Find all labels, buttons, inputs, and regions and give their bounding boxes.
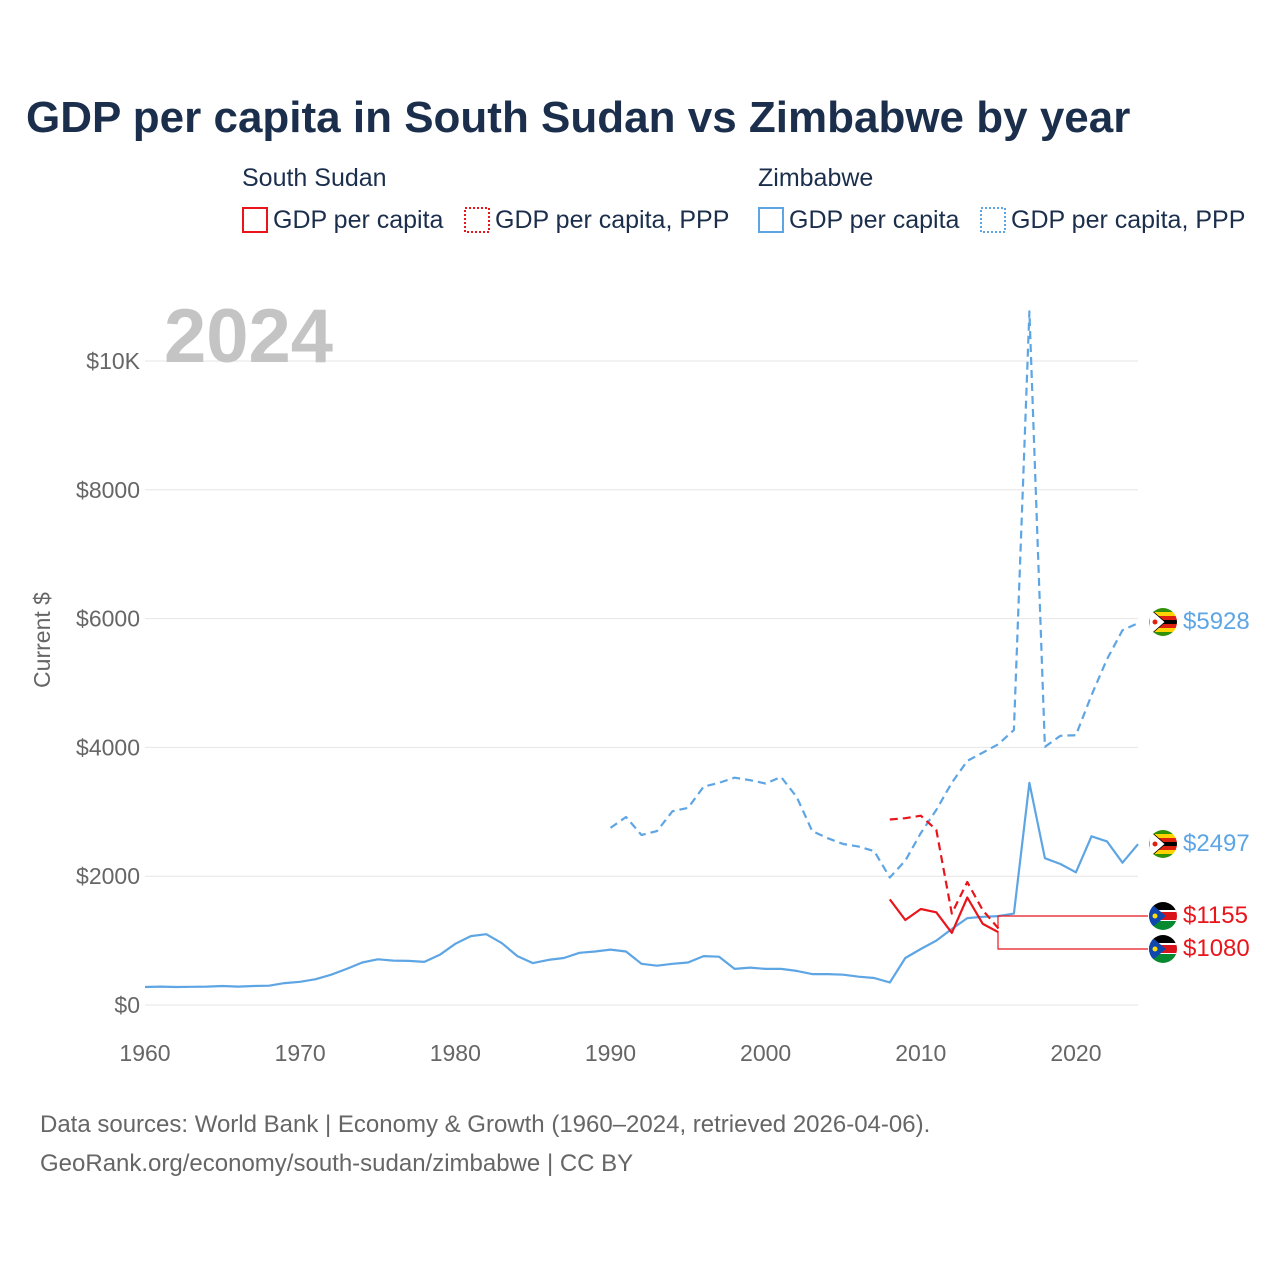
x-tick-label: 2000 — [740, 1040, 791, 1066]
y-axis: $0 $2000 $4000 $6000 $8000 $10K — [76, 348, 141, 1018]
zimbabwe-flag-icon — [1149, 830, 1177, 858]
end-value-label: $5928 — [1183, 608, 1250, 635]
legend-item-zimbabwe-gdp[interactable]: GDP per capita — [789, 206, 960, 234]
y-tick-label: $8000 — [76, 477, 140, 503]
y-tick-label: $0 — [114, 992, 140, 1018]
label-connector — [997, 931, 1148, 950]
south-sudan-flag-icon — [1149, 902, 1177, 930]
chart-title: GDP per capita in South Sudan vs Zimbabw… — [26, 93, 1130, 142]
source-line-2[interactable]: GeoRank.org/economy/south-sudan/zimbabwe… — [40, 1150, 633, 1177]
end-value-label: $1155 — [1183, 902, 1248, 929]
series-line-0[interactable] — [144, 781, 1139, 989]
series-layer — [144, 310, 1139, 989]
south-sudan-flag-icon — [1149, 935, 1177, 963]
x-tick-label: 2020 — [1050, 1040, 1101, 1066]
x-tick-label: 2010 — [895, 1040, 946, 1066]
y-tick-label: $4000 — [76, 734, 140, 760]
zimbabwe-flag-icon — [1149, 608, 1177, 636]
end-label-ss-gdp: $1080 — [1149, 935, 1250, 963]
x-axis: 1960 1970 1980 1990 2000 2010 2020 — [119, 1040, 1101, 1066]
legend-item-south-sudan-gdp[interactable]: GDP per capita — [273, 206, 444, 234]
legend-swatch-zimbabwe-gdp[interactable] — [758, 207, 784, 233]
series-line-2[interactable] — [888, 896, 999, 935]
x-tick-label: 1970 — [275, 1040, 326, 1066]
label-connector — [997, 915, 1148, 929]
legend-swatch-zimbabwe-ppp[interactable] — [980, 207, 1006, 233]
year-mark: 2024 — [164, 294, 333, 379]
legend-group-south-sudan: South Sudan — [242, 164, 387, 192]
end-label-zim-ppp: $5928 — [1149, 608, 1250, 636]
series-line-3[interactable] — [889, 814, 1000, 930]
y-tick-label: $2000 — [76, 863, 140, 889]
connector-layer — [997, 915, 1148, 950]
x-tick-label: 1960 — [119, 1040, 170, 1066]
legend-swatch-south-sudan-gdp[interactable] — [242, 207, 268, 233]
end-label-zim-gdp: $2497 — [1149, 830, 1250, 858]
y-tick-label: $10K — [86, 348, 140, 374]
grid-layer — [145, 360, 1138, 1006]
legend-item-zimbabwe-ppp[interactable]: GDP per capita, PPP — [1011, 206, 1245, 234]
series-line-1[interactable] — [609, 310, 1139, 879]
end-label-ss-ppp: $1155 — [1149, 902, 1248, 930]
legend-item-south-sudan-ppp[interactable]: GDP per capita, PPP — [495, 206, 729, 234]
end-value-label: $1080 — [1183, 935, 1250, 962]
legend: South Sudan GDP per capita GDP per capit… — [242, 164, 1245, 234]
y-axis-label: Current $ — [29, 592, 55, 688]
source-line-1: Data sources: World Bank | Economy & Gro… — [40, 1111, 930, 1138]
y-tick-label: $6000 — [76, 606, 140, 632]
x-tick-label: 1990 — [585, 1040, 636, 1066]
legend-group-zimbabwe: Zimbabwe — [758, 164, 873, 192]
end-value-label: $2497 — [1183, 830, 1250, 857]
x-tick-label: 1980 — [430, 1040, 481, 1066]
legend-swatch-south-sudan-ppp[interactable] — [464, 207, 490, 233]
